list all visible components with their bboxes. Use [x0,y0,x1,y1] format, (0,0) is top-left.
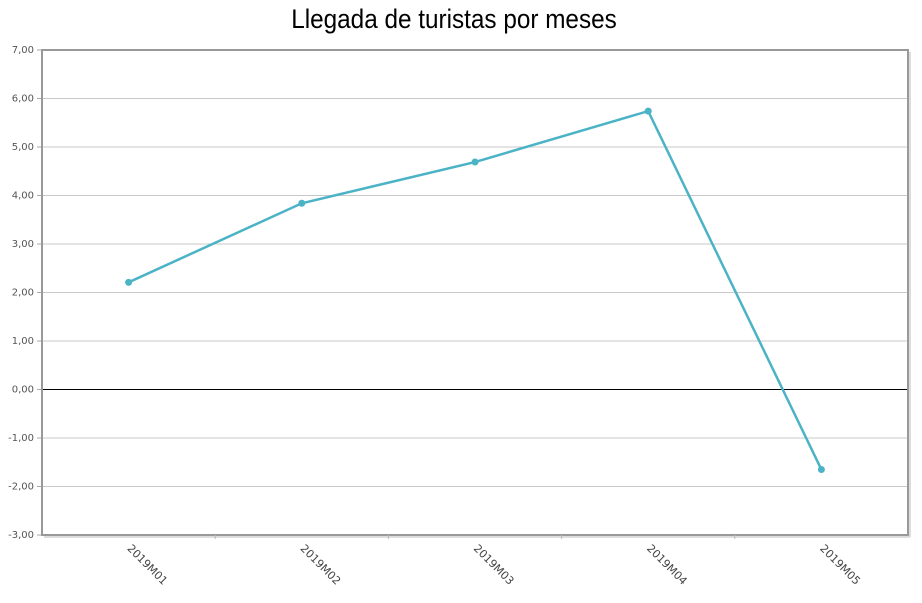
data-point [817,466,825,474]
y-tick-label: 7,00 [12,45,34,56]
y-tick-label: -2,00 [8,482,34,493]
x-tick-label: 2019M02 [298,542,344,588]
x-tick-label: 2019M04 [644,542,690,588]
y-tick-label: 3,00 [12,239,34,250]
plot-frame [41,49,909,536]
y-tick-label: 5,00 [12,142,34,153]
y-tick-label: 2,00 [12,288,34,299]
chart-title: Llegada de turistas por meses [291,4,617,34]
y-tick-label: -3,00 [8,530,34,541]
y-tick-label: -1,00 [8,433,34,444]
data-point [471,158,479,166]
x-tick-label: 2019M05 [817,542,863,588]
data-point [298,199,306,207]
y-tick-label: 6,00 [12,94,34,105]
data-point [125,278,133,286]
y-tick-label: 0,00 [12,385,34,396]
y-tick-label: 1,00 [12,336,34,347]
x-tick-label: 2019M01 [124,542,170,588]
x-tick-label: 2019M03 [471,542,517,588]
data-point [644,107,652,115]
y-tick-label: 4,00 [12,191,34,202]
